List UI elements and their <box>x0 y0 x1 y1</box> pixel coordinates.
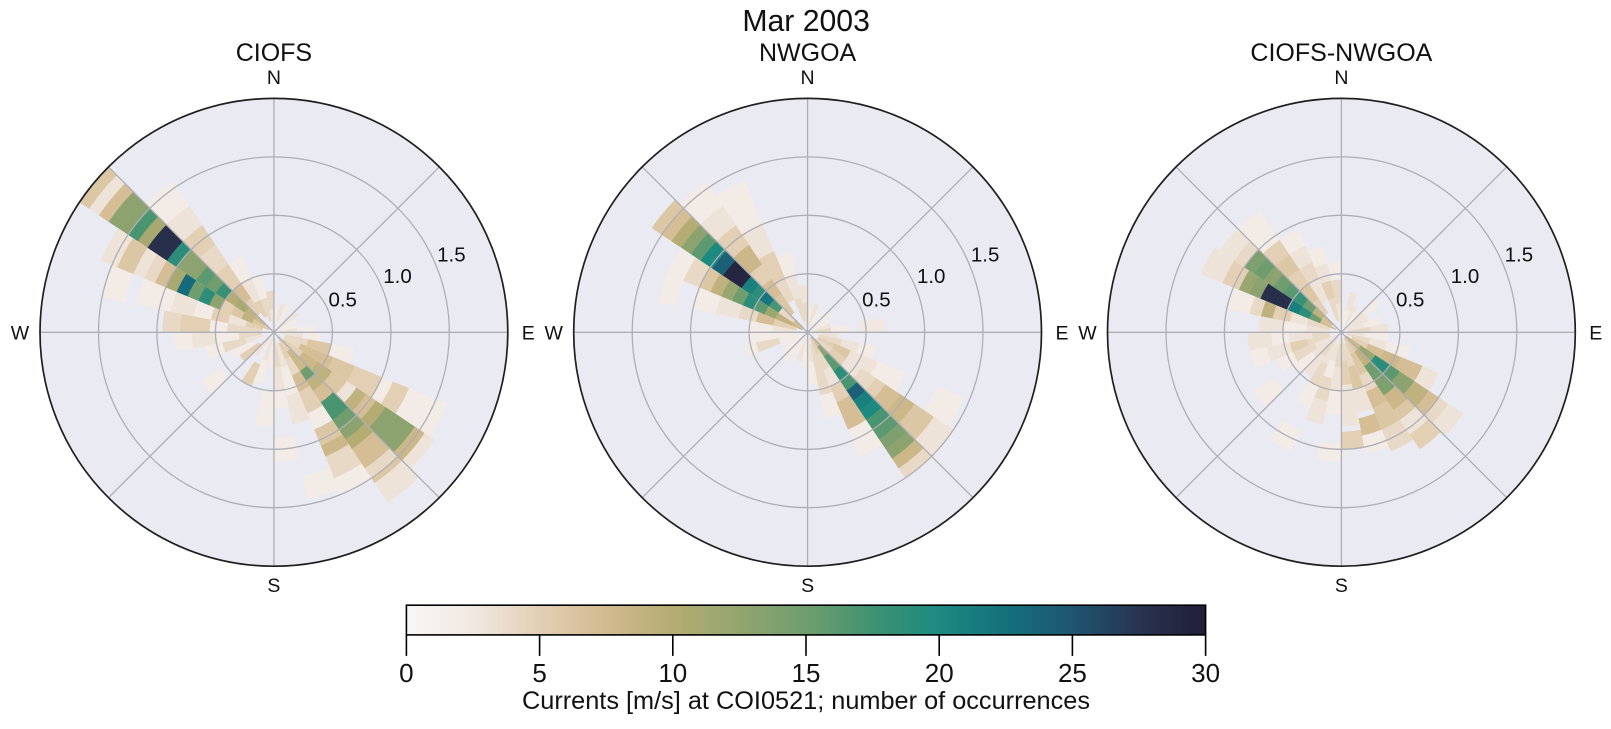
svg-text:Currents [m/s] at COI0521; num: Currents [m/s] at COI0521; number of occ… <box>522 687 1090 715</box>
svg-text:S: S <box>1335 575 1348 597</box>
svg-text:30: 30 <box>1191 658 1220 688</box>
svg-text:S: S <box>267 575 280 597</box>
svg-text:N: N <box>267 67 281 89</box>
svg-text:10: 10 <box>658 658 687 688</box>
svg-text:0.5: 0.5 <box>862 288 891 311</box>
svg-text:NWGOA: NWGOA <box>759 39 857 67</box>
svg-text:1.5: 1.5 <box>1505 244 1534 267</box>
svg-text:W: W <box>11 322 30 344</box>
svg-text:20: 20 <box>925 658 954 688</box>
svg-text:0.5: 0.5 <box>328 288 357 311</box>
svg-text:CIOFS-NWGOA: CIOFS-NWGOA <box>1250 39 1432 67</box>
svg-text:1.5: 1.5 <box>971 244 1000 267</box>
svg-text:N: N <box>1334 67 1348 89</box>
svg-text:S: S <box>801 575 814 597</box>
svg-text:1.0: 1.0 <box>383 265 412 288</box>
svg-text:5: 5 <box>532 658 546 688</box>
svg-text:CIOFS: CIOFS <box>236 39 312 67</box>
svg-text:1.5: 1.5 <box>437 244 466 267</box>
svg-text:E: E <box>522 322 535 344</box>
svg-text:E: E <box>1589 322 1602 344</box>
svg-text:W: W <box>544 322 563 344</box>
svg-text:W: W <box>1078 322 1097 344</box>
svg-text:25: 25 <box>1058 658 1087 688</box>
svg-text:Mar 2003: Mar 2003 <box>742 5 870 38</box>
svg-text:0.5: 0.5 <box>1396 288 1425 311</box>
svg-text:0: 0 <box>399 658 413 688</box>
svg-text:1.0: 1.0 <box>917 265 946 288</box>
svg-text:E: E <box>1055 322 1068 344</box>
svg-text:15: 15 <box>792 658 821 688</box>
svg-text:N: N <box>801 67 815 89</box>
svg-text:1.0: 1.0 <box>1451 265 1480 288</box>
